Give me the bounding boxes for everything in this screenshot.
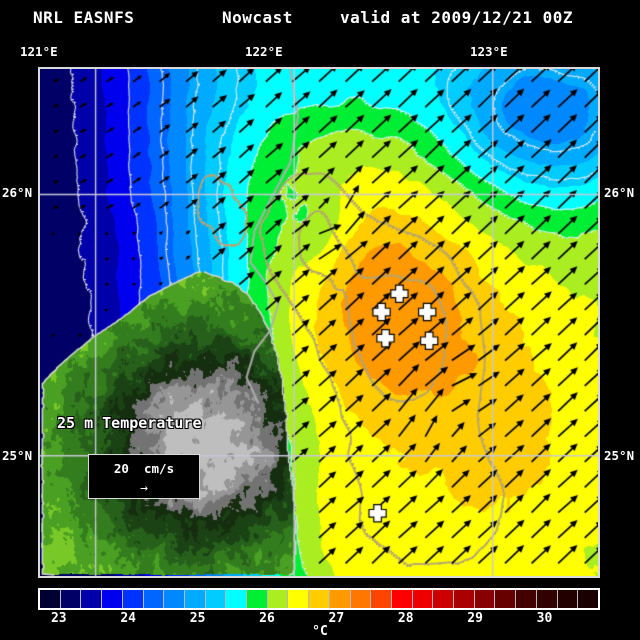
longitude-label-1: 122°E (245, 44, 283, 59)
vector-scale-key: 20 cm/s → (88, 454, 200, 499)
colorbar-swatch (267, 590, 289, 608)
colorbar-swatch (371, 590, 392, 608)
colorbar-swatch (60, 590, 82, 608)
colorbar-tick-28: 28 (397, 611, 414, 626)
colorbar-tick-24: 24 (120, 611, 137, 626)
colorbar-swatch (288, 590, 310, 608)
colorbar-swatch (247, 590, 268, 608)
colorbar-swatch (474, 590, 496, 608)
colorbar-swatch (350, 590, 372, 608)
colorbar-tick-29: 29 (467, 611, 483, 626)
colorbar-swatch (495, 590, 517, 608)
map-field-title: 25 m Temperature (57, 414, 202, 432)
colorbar-swatch (578, 590, 598, 608)
colorbar-tick-30: 30 (536, 611, 553, 626)
colorbar-swatch (516, 590, 537, 608)
header: NRL EASNFS Nowcast valid at 2009/12/21 0… (0, 8, 640, 30)
map-frame[interactable]: 25 m Temperature 20 cm/s → (38, 67, 600, 578)
colorbar-swatch (391, 590, 413, 608)
colorbar-swatch (557, 590, 579, 608)
colorbar-swatch (454, 590, 475, 608)
colorbar-swatch (143, 590, 165, 608)
colorbar-tick-27: 27 (328, 611, 345, 626)
longitude-label-0: 121°E (20, 44, 58, 59)
colorbar-swatch (81, 590, 103, 608)
colorbar-tick-labels: 23 24 25 26 27 28 29 30 (38, 611, 600, 629)
map-canvas[interactable] (40, 69, 598, 576)
latitude-label-left-0: 26°N (2, 185, 33, 200)
longitude-label-2: 123°E (470, 44, 508, 59)
colorbar-swatch (412, 590, 434, 608)
colorbar-swatch (226, 590, 248, 608)
colorbar-swatch (122, 590, 144, 608)
vector-scale-magnitude: 20 cm/s (113, 461, 175, 476)
colorbar-unit-label: °C (312, 624, 328, 639)
colorbar-tick-23: 23 (50, 611, 67, 626)
latitude-label-right-1: 25°N (604, 448, 635, 463)
colorbar-swatch (433, 590, 455, 608)
colorbar-swatch (102, 590, 123, 608)
colorbar-swatch (184, 590, 206, 608)
vector-scale-arrow-icon: → (140, 481, 148, 496)
colorbar-tick-25: 25 (189, 611, 206, 626)
latitude-label-right-0: 26°N (604, 185, 635, 200)
colorbar-swatch (309, 590, 330, 608)
colorbar-tick-26: 26 (259, 611, 275, 626)
colorbar-swatch (205, 590, 227, 608)
colorbar (38, 588, 600, 610)
colorbar-swatch (40, 590, 61, 608)
colorbar-swatch (536, 590, 558, 608)
colorbar-swatch (164, 590, 185, 608)
model-name: NRL EASNFS (33, 8, 135, 27)
valid-time: valid at 2009/12/21 00Z (340, 8, 574, 27)
colorbar-swatch (329, 590, 351, 608)
latitude-label-left-1: 25°N (2, 448, 33, 463)
forecast-kind: Nowcast (222, 8, 293, 27)
